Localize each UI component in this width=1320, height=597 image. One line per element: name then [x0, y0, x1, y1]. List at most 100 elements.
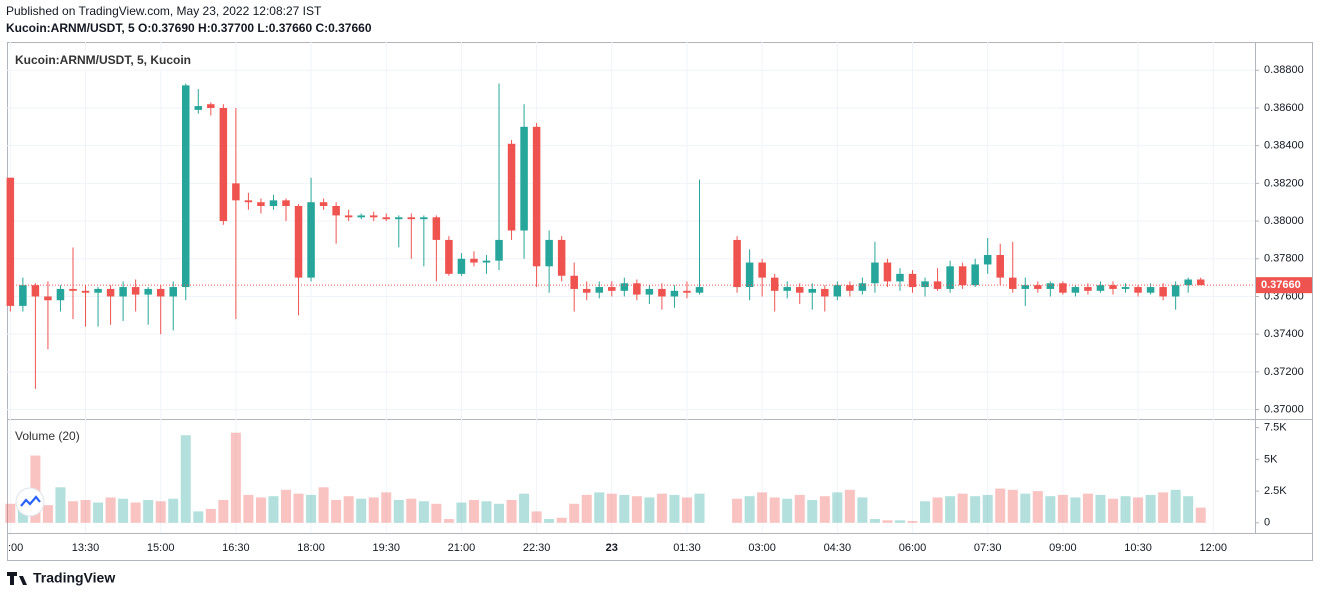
x-tick-label: 22:30 — [523, 542, 551, 554]
x-tick-label: 18:00 — [297, 542, 325, 554]
candle-body — [31, 285, 40, 297]
candle-body — [6, 177, 15, 306]
volume-bar — [1007, 489, 1018, 523]
x-tick-label: 04:30 — [824, 542, 852, 554]
volume-bar — [218, 499, 229, 523]
volume-bar — [55, 487, 66, 523]
volume-bar — [443, 519, 454, 523]
logo-badge — [15, 487, 45, 517]
candle-body — [871, 262, 879, 284]
volume-bar — [1133, 497, 1144, 523]
x-tick-label: 01:30 — [673, 542, 701, 554]
volume-bar — [130, 502, 141, 523]
volume-bar — [293, 493, 304, 523]
candle-body — [445, 239, 453, 274]
candle-body — [783, 287, 791, 291]
candle-body — [357, 215, 365, 218]
candle-body — [269, 200, 278, 206]
volume-bar — [1070, 497, 1081, 523]
candle-body — [921, 281, 929, 288]
y-tick-label: 0.38600 — [1264, 102, 1304, 114]
candle-body — [582, 288, 591, 293]
volume-bar — [1032, 491, 1043, 523]
x-tick-label: 06:00 — [899, 542, 927, 554]
volume-bar — [581, 494, 592, 523]
volume-bar — [494, 503, 505, 523]
volume-bar — [982, 494, 993, 523]
candle-body — [983, 255, 992, 265]
candle-body — [457, 258, 466, 274]
volume-bar — [857, 497, 868, 523]
candle-body — [294, 205, 303, 278]
volume-bar — [1170, 489, 1181, 523]
volume-bar — [306, 494, 317, 523]
volume-bar — [143, 499, 154, 523]
candle-body — [244, 200, 253, 203]
candle-body — [482, 260, 491, 263]
candle-body — [608, 287, 616, 291]
symbol-ohlc: Kucoin:ARNM/USDT, 5 O:0.37690 H:0.37700 … — [6, 21, 372, 35]
volume-bar — [769, 497, 780, 523]
volume-bar — [381, 492, 392, 523]
candle-body — [557, 239, 566, 276]
volume-bar — [318, 487, 329, 523]
volume-bar — [105, 497, 116, 523]
candle-body — [821, 288, 829, 297]
candle-body — [795, 287, 804, 293]
candle-body — [420, 217, 428, 220]
y-tick-label: 0.38200 — [1264, 177, 1304, 189]
volume-bar — [255, 497, 266, 523]
candle-body — [507, 143, 516, 231]
volume-bar — [155, 501, 166, 523]
candle-body — [1159, 287, 1167, 297]
candle-body — [257, 202, 265, 206]
frame — [7, 42, 1313, 561]
x-tick-label: 21:00 — [448, 542, 476, 554]
volume-bar — [280, 489, 292, 523]
volume-bar — [393, 499, 404, 523]
legend-title: Kucoin:ARNM/USDT, 5, Kucoin — [15, 53, 191, 67]
volume-bar — [631, 496, 642, 523]
volume-bar — [1107, 498, 1119, 523]
candle-body — [1084, 287, 1092, 291]
volume-bar — [807, 499, 818, 523]
x-tick-label: 07:30 — [974, 542, 1002, 554]
candle-body — [182, 85, 190, 288]
volume-bar — [268, 496, 279, 523]
volume-bar — [1057, 494, 1068, 523]
volume-bar — [932, 497, 943, 523]
candle-body — [495, 239, 503, 261]
x-tick-label: 10:30 — [1124, 542, 1152, 554]
candle-body — [1034, 285, 1042, 289]
volume-bar — [1183, 496, 1194, 523]
candle-body — [94, 288, 102, 293]
volume-bar — [544, 519, 555, 523]
candle-body — [758, 262, 766, 278]
candle-body — [369, 215, 378, 218]
volume-bar — [556, 517, 567, 523]
volume-bar — [468, 499, 479, 523]
grid — [7, 42, 1255, 533]
volume-bar — [869, 519, 880, 523]
volume-bar — [230, 432, 241, 523]
volume-bar — [67, 501, 79, 523]
y-tick-label: 0.37800 — [1264, 253, 1304, 265]
candle-body — [106, 288, 115, 297]
volume-bar — [970, 496, 981, 523]
y-tick-label: 0.38400 — [1264, 140, 1304, 152]
candle-body — [595, 287, 604, 293]
x-tick-label: 03:00 — [748, 542, 776, 554]
volume-bar — [744, 496, 755, 523]
x-tick-label: 15:00 — [147, 542, 175, 554]
candle-body — [131, 287, 140, 295]
candle-body — [883, 262, 892, 282]
volume-bar — [368, 497, 379, 523]
x-tick-label: 23 — [606, 542, 618, 554]
candle-body — [570, 275, 578, 289]
candle-body — [44, 296, 52, 301]
volume-bar — [844, 489, 855, 523]
candle-body — [169, 287, 177, 297]
volume-bar — [1195, 507, 1206, 523]
candle-body — [81, 290, 90, 293]
volume-bar — [832, 492, 843, 523]
